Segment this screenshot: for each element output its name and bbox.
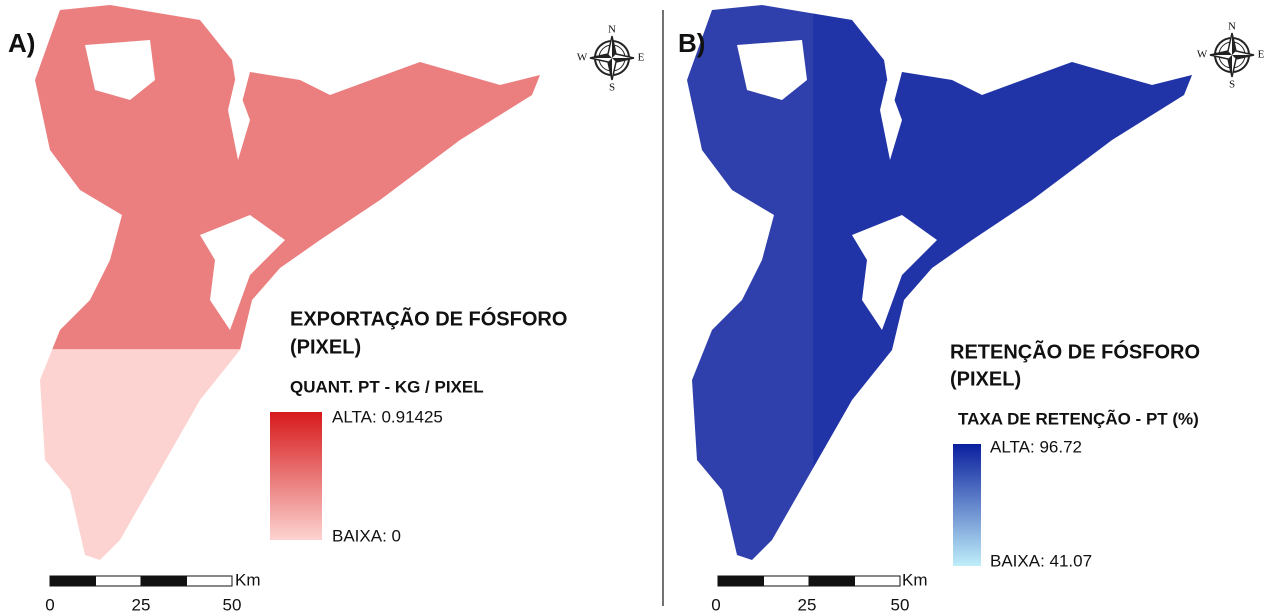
scale-label: 0: [711, 595, 720, 614]
compass-n: N: [608, 24, 616, 36]
color-ramp: [270, 412, 322, 540]
scale-label: 25: [132, 595, 151, 614]
scale-bar: [718, 576, 900, 586]
compass-w: W: [1197, 49, 1208, 61]
legend-subtitle: QUANT. PT - KG / PIXEL: [290, 377, 484, 396]
panel-label: A): [8, 28, 35, 58]
legend-title: (PIXEL): [950, 368, 1021, 390]
panel-label: B): [678, 28, 705, 58]
scale-label: 0: [45, 595, 54, 614]
compass: N S E W: [1197, 21, 1265, 91]
legend-title: RETENÇÃO DE FÓSFORO: [950, 339, 1200, 363]
scale-unit: Km: [902, 570, 928, 589]
legend-subtitle: TAXA DE RETENÇÃO - PT (%): [958, 408, 1199, 428]
figure: A) N S E W EXPORTAÇÃO DE FÓSFORO (PIXEL)…: [0, 0, 1287, 616]
compass-e: E: [638, 52, 645, 64]
scale-label: 25: [798, 595, 817, 614]
compass: N S E W: [577, 24, 645, 94]
legend-high: ALTA: 0.91425: [332, 407, 443, 426]
color-ramp: [953, 444, 981, 566]
scale-bar: [50, 576, 232, 586]
legend-low: BAIXA: 41.07: [990, 551, 1092, 570]
legend-high: ALTA: 96.72: [990, 437, 1082, 456]
scale-label: 50: [223, 595, 242, 614]
compass-w: W: [577, 52, 588, 64]
legend-title: (PIXEL): [290, 336, 361, 358]
scale-unit: Km: [235, 570, 261, 589]
compass-s: S: [609, 82, 615, 94]
panel-a: A) N S E W EXPORTAÇÃO DE FÓSFORO (PIXEL)…: [8, 5, 645, 614]
compass-e: E: [1258, 49, 1265, 61]
legend-low: BAIXA: 0: [332, 526, 401, 545]
legend-title: EXPORTAÇÃO DE FÓSFORO: [290, 306, 567, 330]
panel-b: B) N S E W RETENÇÃO DE FÓSFORO (PIXEL) T…: [678, 5, 1265, 614]
scale-label: 50: [891, 595, 910, 614]
compass-s: S: [1229, 79, 1235, 91]
compass-n: N: [1228, 21, 1236, 33]
